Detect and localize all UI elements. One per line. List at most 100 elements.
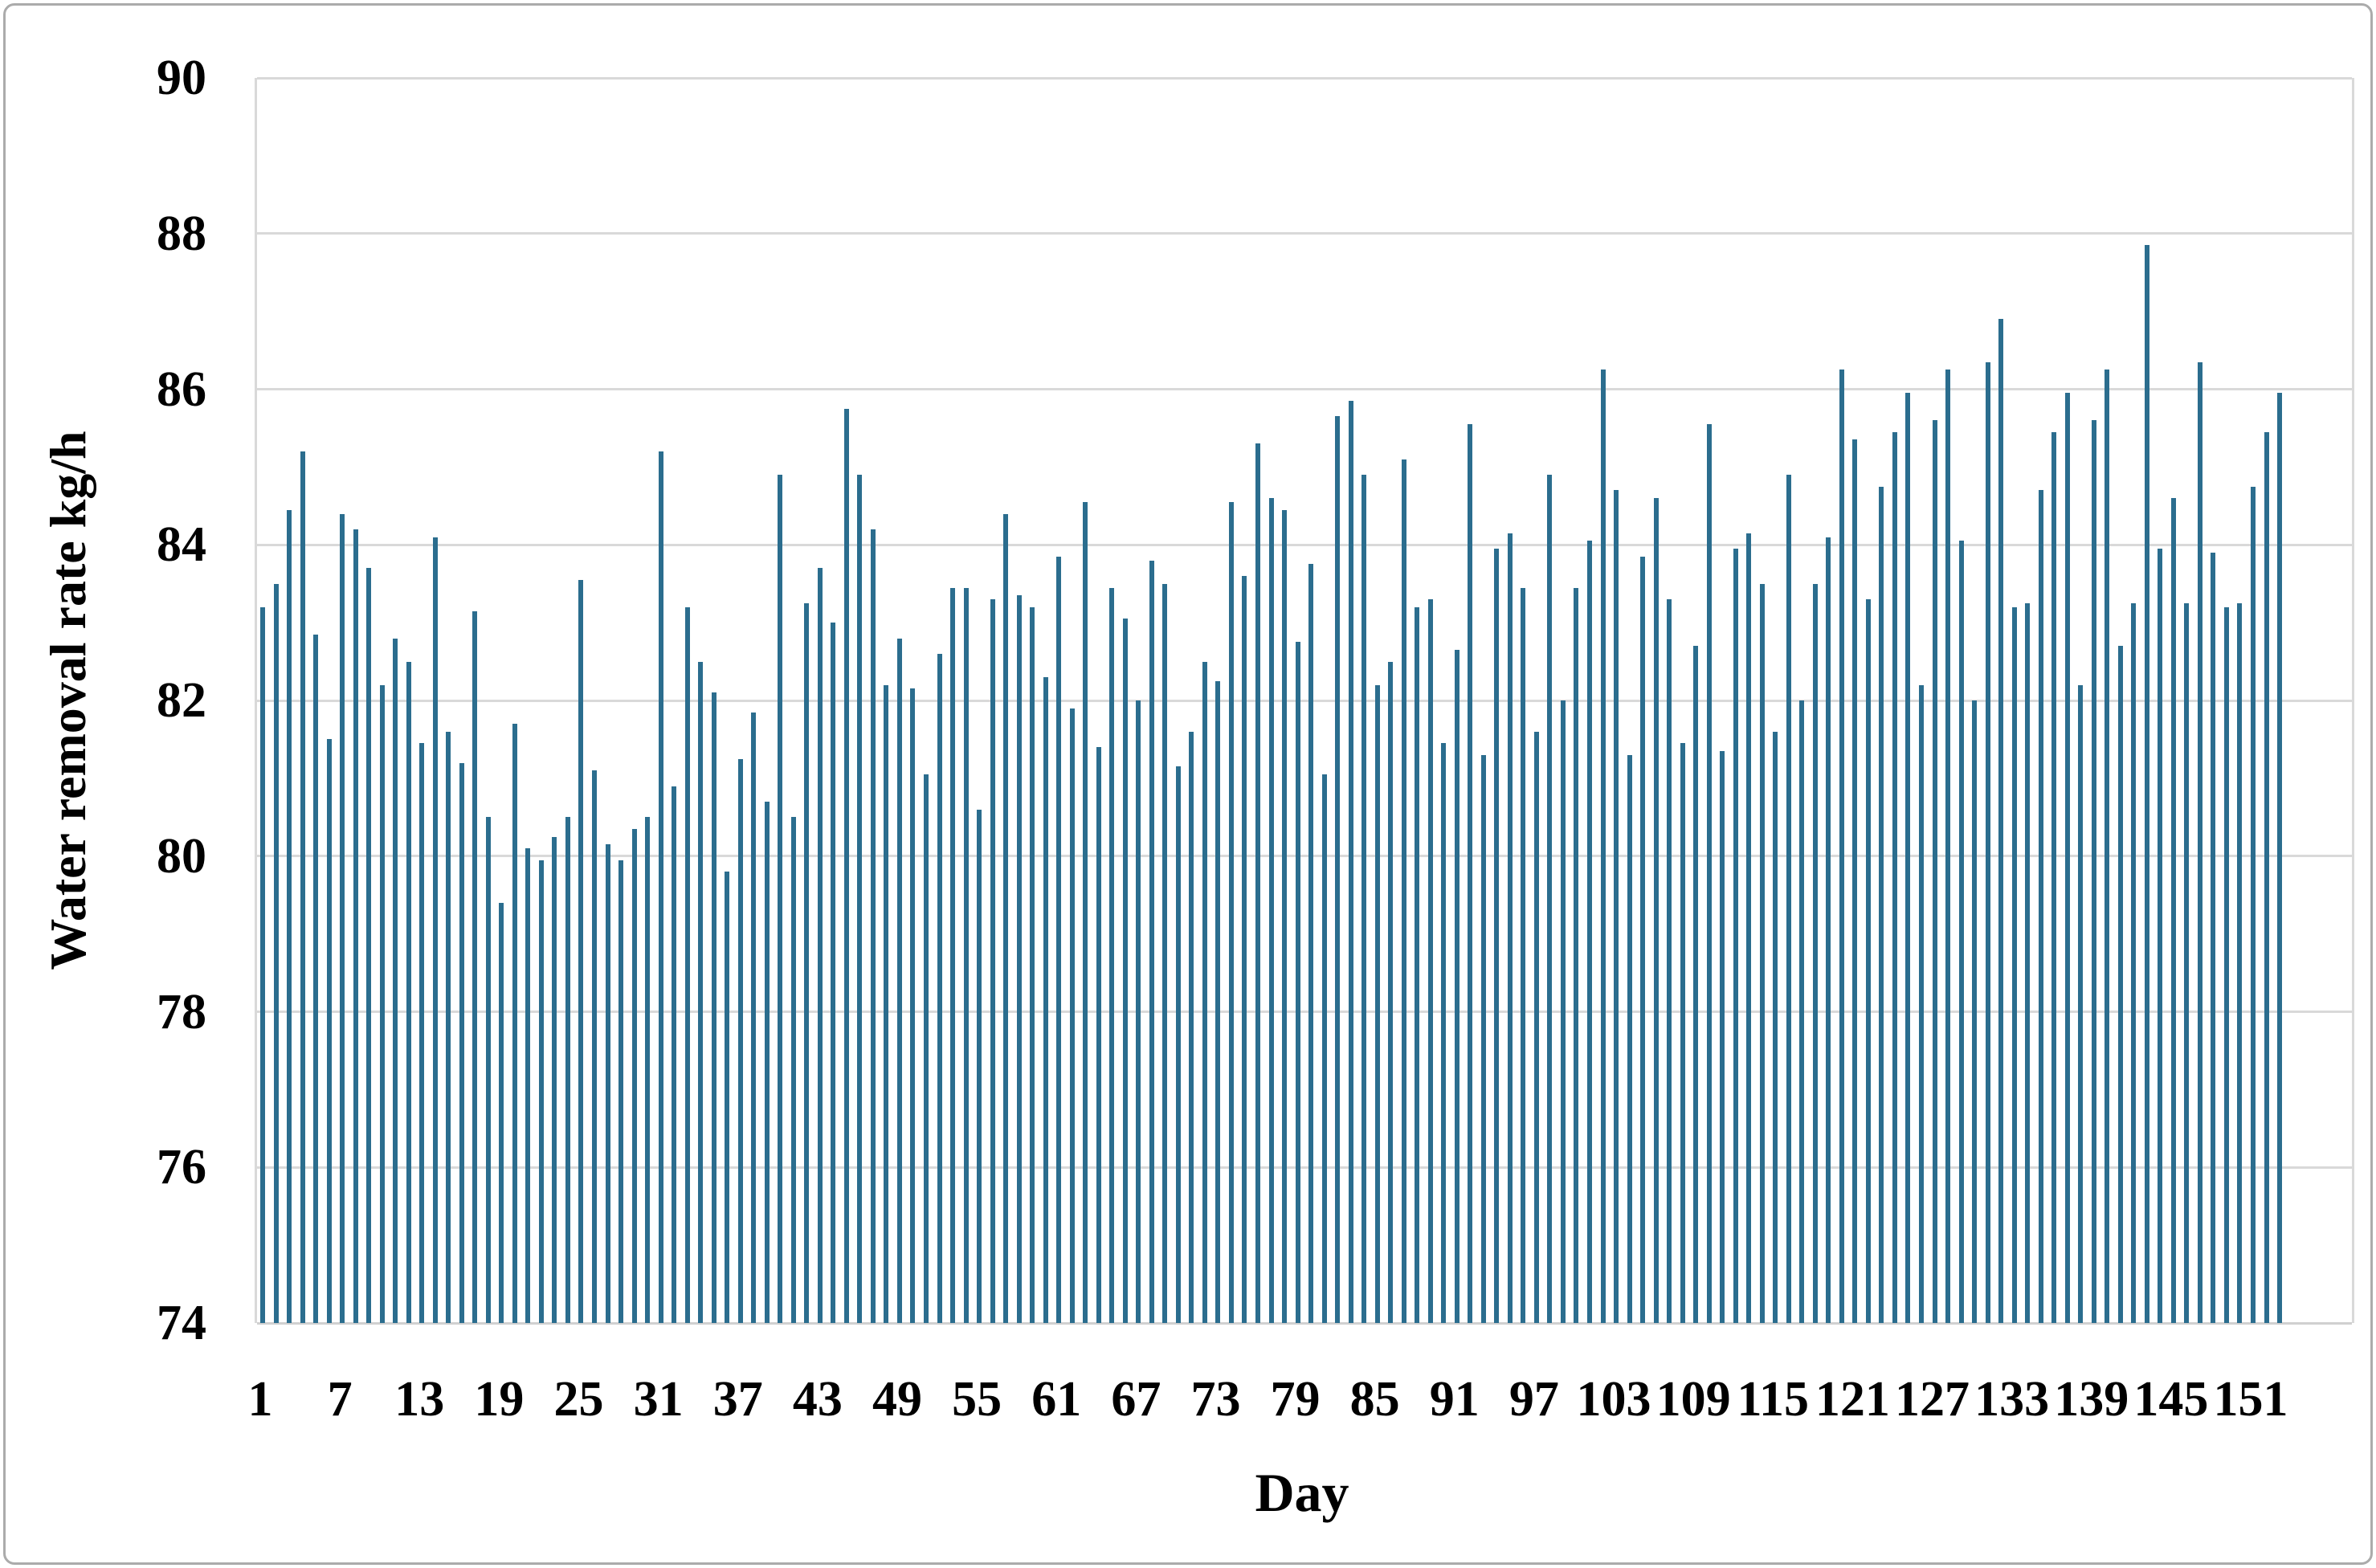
x-tick-label-49: 49	[872, 1372, 922, 1427]
bar-day-96	[1521, 587, 1526, 1323]
bar-day-16	[459, 762, 464, 1323]
bar-day-25	[578, 579, 584, 1323]
x-tick-label-73: 73	[1190, 1372, 1241, 1427]
x-tick-label-79: 79	[1270, 1372, 1321, 1427]
chart-figure: Water removal rate kg/h 74 76 78 80 82 84 86 88…	[3, 3, 2373, 1565]
x-tick-label-139: 139	[2054, 1372, 2129, 1427]
x-tick-label-145: 145	[2133, 1372, 2209, 1427]
bar-day-3	[287, 509, 292, 1323]
x-tick-label-91: 91	[1429, 1372, 1480, 1427]
x-axis-title: Day	[1255, 1462, 1349, 1523]
bar-day-104	[1627, 754, 1632, 1323]
bar-day-67	[1136, 700, 1141, 1323]
bar-day-33	[684, 606, 690, 1323]
y-tick-label-86: 86	[157, 361, 206, 417]
bar-day-102	[1600, 370, 1606, 1323]
bar-day-134	[2025, 602, 2031, 1323]
bar-day-73	[1215, 680, 1221, 1323]
bar-day-23	[552, 836, 557, 1323]
bar-day-87	[1401, 459, 1406, 1323]
bar-day-52	[937, 653, 942, 1323]
bar-day-45	[843, 408, 849, 1323]
x-tick-label-13: 13	[394, 1372, 445, 1427]
bar-day-28	[618, 860, 624, 1323]
bar-day-80	[1308, 564, 1314, 1323]
bar-day-65	[1109, 587, 1115, 1323]
bar-day-120	[1839, 370, 1844, 1323]
bar-day-31	[658, 451, 663, 1323]
bar-day-148	[2211, 552, 2216, 1323]
bar-day-55	[977, 809, 982, 1323]
bar-day-20	[512, 724, 517, 1323]
x-tick-label-133: 133	[1974, 1372, 2050, 1427]
bar-day-10	[379, 684, 385, 1323]
bar-day-77	[1268, 498, 1274, 1323]
bar-day-119	[1826, 537, 1831, 1323]
bar-day-11	[393, 638, 398, 1323]
bar-day-92	[1468, 424, 1473, 1323]
bar-day-58	[1016, 595, 1022, 1323]
bar-day-53	[950, 587, 956, 1323]
bar-day-112	[1733, 549, 1738, 1323]
bar-day-27	[605, 844, 610, 1323]
bar-day-72	[1202, 661, 1207, 1323]
bar-day-83	[1348, 401, 1353, 1323]
bar-day-124	[1892, 431, 1897, 1323]
bar-day-1	[260, 606, 265, 1323]
x-tick-label-121: 121	[1815, 1372, 1890, 1427]
bar-day-132	[1998, 319, 2004, 1323]
bar-day-143	[2144, 245, 2149, 1323]
bar-day-86	[1388, 661, 1394, 1323]
gridline-y-78	[257, 1011, 2352, 1013]
bar-day-5	[313, 634, 319, 1323]
bar-day-22	[538, 860, 544, 1323]
bar-day-123	[1879, 486, 1884, 1323]
bar-day-150	[2237, 602, 2243, 1323]
bar-day-63	[1083, 501, 1088, 1323]
bar-day-64	[1096, 747, 1101, 1323]
bar-day-99	[1560, 700, 1566, 1323]
bar-day-66	[1122, 619, 1128, 1323]
bar-day-74	[1228, 501, 1234, 1323]
x-tick-label-25: 25	[553, 1372, 604, 1427]
bar-day-18	[485, 817, 491, 1323]
bar-day-14	[432, 537, 438, 1323]
bar-day-75	[1242, 576, 1247, 1323]
bar-day-85	[1374, 684, 1380, 1323]
bar-day-44	[831, 623, 836, 1323]
bar-day-121	[1852, 439, 1858, 1323]
bar-day-48	[884, 684, 889, 1323]
x-tick-label-7: 7	[327, 1372, 353, 1427]
bar-day-144	[2158, 549, 2163, 1323]
bar-day-56	[990, 599, 995, 1323]
x-axis-tick-labels: 1 7 13 19 25 31 37 43 49 55 61 67 73 79 85 91 97 103 109 11…	[248, 1371, 2349, 1435]
bar-day-37	[737, 758, 743, 1323]
bar-day-114	[1759, 583, 1765, 1323]
bar-day-71	[1189, 731, 1194, 1323]
bar-day-59	[1030, 606, 1035, 1323]
x-tick-label-127: 127	[1895, 1372, 1970, 1427]
x-tick-label-85: 85	[1349, 1372, 1400, 1427]
x-tick-label-1: 1	[247, 1372, 273, 1427]
bar-day-40	[778, 475, 783, 1323]
x-tick-label-151: 151	[2213, 1372, 2288, 1427]
bar-day-107	[1667, 599, 1672, 1323]
gridline-y-84	[257, 543, 2352, 546]
x-tick-label-19: 19	[474, 1372, 525, 1427]
bar-day-125	[1905, 393, 1911, 1323]
bar-day-70	[1175, 766, 1181, 1323]
bar-day-26	[592, 770, 597, 1323]
gridline-y-88	[257, 232, 2352, 235]
bar-day-109	[1693, 646, 1699, 1323]
bar-day-46	[857, 475, 863, 1323]
bar-day-29	[631, 828, 637, 1323]
y-tick-label-76: 76	[157, 1140, 206, 1195]
bar-day-68	[1149, 560, 1154, 1323]
bar-day-97	[1533, 731, 1539, 1323]
bar-day-38	[751, 712, 757, 1323]
bar-day-139	[2091, 420, 2096, 1323]
bar-day-133	[2011, 606, 2017, 1323]
plot-area	[255, 76, 2354, 1325]
bar-day-39	[764, 801, 770, 1323]
bar-day-153	[2277, 393, 2283, 1323]
